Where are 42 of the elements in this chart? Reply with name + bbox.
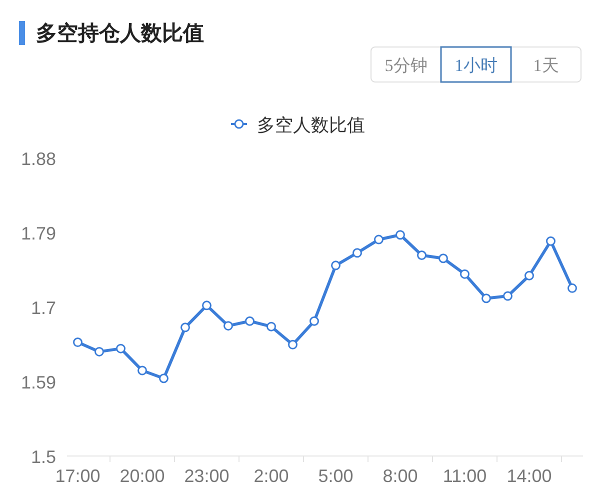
x-tick-label: 5:00 — [318, 466, 354, 486]
y-tick-label: 1.7 — [30, 298, 56, 318]
point — [116, 344, 126, 354]
point — [438, 254, 448, 264]
point — [94, 346, 104, 356]
point — [524, 270, 534, 280]
point — [180, 322, 190, 332]
point — [245, 316, 254, 326]
x-tick-label: 8:00 — [382, 466, 418, 486]
point — [224, 321, 233, 331]
y-tick-label: 1.5 — [30, 447, 56, 467]
text: 1小时 — [454, 56, 498, 75]
text: 5分钟 — [384, 56, 428, 75]
point — [288, 340, 298, 350]
point — [159, 374, 168, 384]
point — [503, 291, 512, 301]
point — [352, 248, 362, 258]
x-tick-label: 11:00 — [442, 466, 487, 486]
x-tick-label: 14:00 — [506, 466, 552, 486]
text: 1天 — [533, 56, 559, 75]
point — [73, 338, 82, 348]
point — [568, 283, 577, 293]
point — [310, 316, 319, 326]
point — [482, 294, 491, 304]
point — [546, 236, 556, 246]
x-tick-label: 20:00 — [120, 466, 165, 486]
x-tick-label: 17:00 — [55, 466, 100, 486]
legend-label: 多空人数比值 — [257, 115, 365, 135]
chart-title: 多空持仓人数比值 — [36, 21, 204, 45]
point — [331, 260, 340, 270]
point — [202, 300, 212, 310]
x-tick-label: 23:00 — [184, 466, 230, 486]
x-tick-label: 2:00 — [254, 466, 289, 486]
y-tick-label: 1.59 — [20, 372, 56, 392]
point — [417, 250, 426, 260]
point — [266, 322, 276, 332]
point — [460, 269, 470, 279]
point — [396, 230, 405, 240]
y-tick-label: 1.79 — [20, 224, 56, 244]
point — [138, 366, 147, 376]
point — [374, 234, 384, 244]
y-tick-label: 1.88 — [20, 149, 56, 169]
